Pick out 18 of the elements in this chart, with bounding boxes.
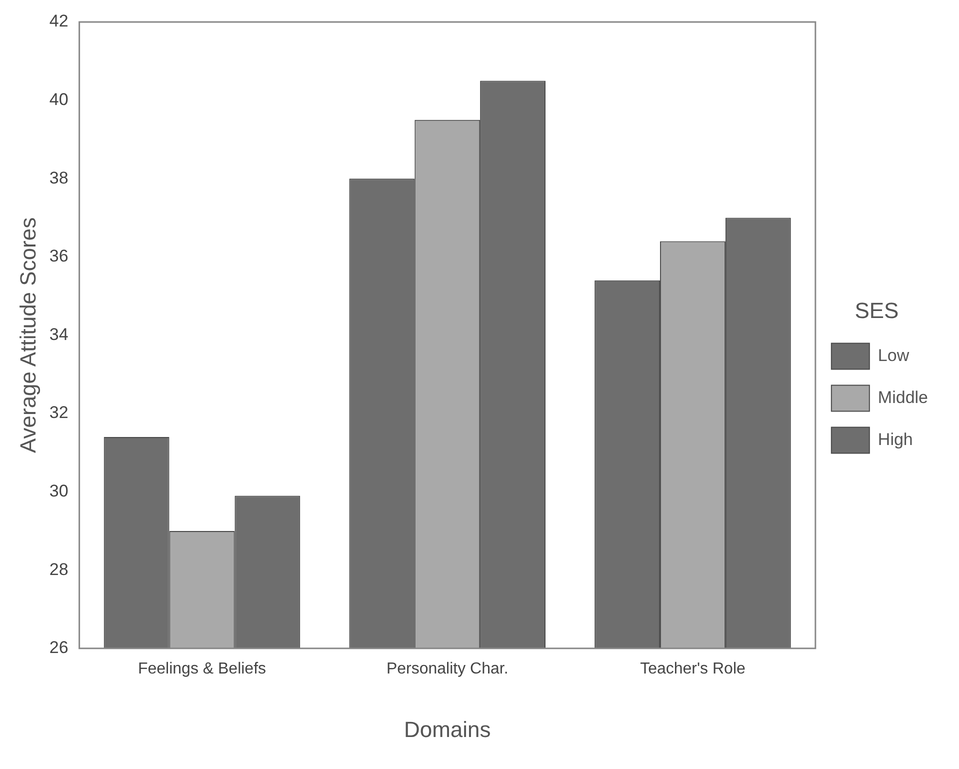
y-tick-label: 32 [49, 403, 68, 422]
legend-label: High [878, 430, 913, 449]
y-axis-title: Average Attitude Scores [15, 217, 40, 454]
legend-label: Low [878, 346, 910, 365]
y-tick-label: 38 [49, 168, 68, 188]
y-tick-label: 26 [49, 638, 68, 658]
x-axis-title: Domains [404, 716, 491, 742]
y-tick-label: 34 [49, 324, 68, 344]
x-tick-label: Teacher's Role [640, 660, 746, 678]
y-tick-label: 28 [49, 560, 68, 579]
y-tick-label: 40 [49, 90, 68, 109]
legend-label: Middle [878, 388, 928, 407]
x-tick-label: Personality Char. [386, 660, 508, 678]
x-tick-label: Feelings & Beliefs [138, 660, 266, 678]
y-tick-label: 30 [49, 481, 68, 500]
legend-title: SES [854, 298, 899, 323]
y-tick-label: 36 [49, 246, 68, 266]
y-tick-label: 42 [49, 12, 68, 31]
